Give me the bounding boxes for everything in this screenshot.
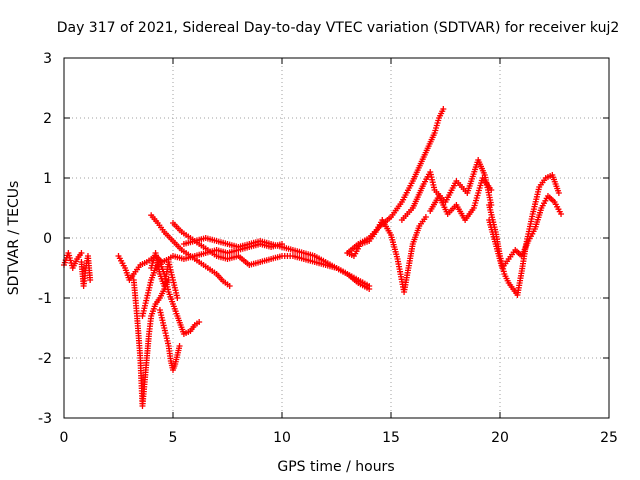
y-tick-label: 3	[43, 51, 52, 67]
data-point	[422, 214, 429, 220]
series-arc-9	[170, 220, 373, 292]
y-tick-label: -1	[38, 291, 52, 307]
x-tick-label: 20	[491, 430, 509, 446]
series-arc-7	[148, 250, 181, 301]
data-point	[440, 106, 447, 112]
x-tick-label: 10	[273, 430, 291, 446]
y-tick-label: 2	[43, 111, 52, 127]
series-arc-13	[398, 157, 495, 223]
y-axis-ticks: -3 -2 -1 0 1 2 3	[38, 51, 609, 427]
series-arc-16	[486, 193, 565, 271]
series-arc-12	[344, 106, 447, 256]
series-arc-15	[486, 172, 562, 298]
x-tick-label: 0	[60, 430, 69, 446]
y-tick-label: 1	[43, 171, 52, 187]
series-arc-4	[130, 277, 172, 409]
y-tick-label: 0	[43, 231, 52, 247]
data-point	[366, 283, 373, 289]
series-arc-2	[78, 253, 94, 289]
data-point	[174, 295, 181, 301]
data-points	[61, 106, 565, 409]
y-tick-label: -2	[38, 351, 52, 367]
chart-title: Day 317 of 2021, Sidereal Day-to-day VTE…	[57, 20, 620, 36]
data-point	[558, 211, 565, 217]
data-point	[78, 250, 85, 256]
y-axis-label: SDTVAR / TECUs	[6, 181, 22, 296]
y-tick-label: -3	[38, 411, 52, 427]
data-point	[555, 190, 562, 196]
series-arc-10	[180, 235, 373, 289]
data-point	[176, 343, 183, 349]
data-point	[196, 319, 203, 325]
x-tick-label: 25	[600, 430, 618, 446]
series-arc-14	[427, 175, 495, 223]
data-point	[488, 187, 495, 193]
data-point	[87, 277, 94, 283]
data-point	[226, 283, 233, 289]
x-tick-label: 5	[169, 430, 178, 446]
x-tick-label: 15	[382, 430, 400, 446]
series-arc-6	[156, 307, 183, 373]
plot-frame	[63, 57, 610, 419]
x-axis-label: GPS time / hours	[277, 459, 394, 475]
series-arc-8	[148, 212, 233, 289]
